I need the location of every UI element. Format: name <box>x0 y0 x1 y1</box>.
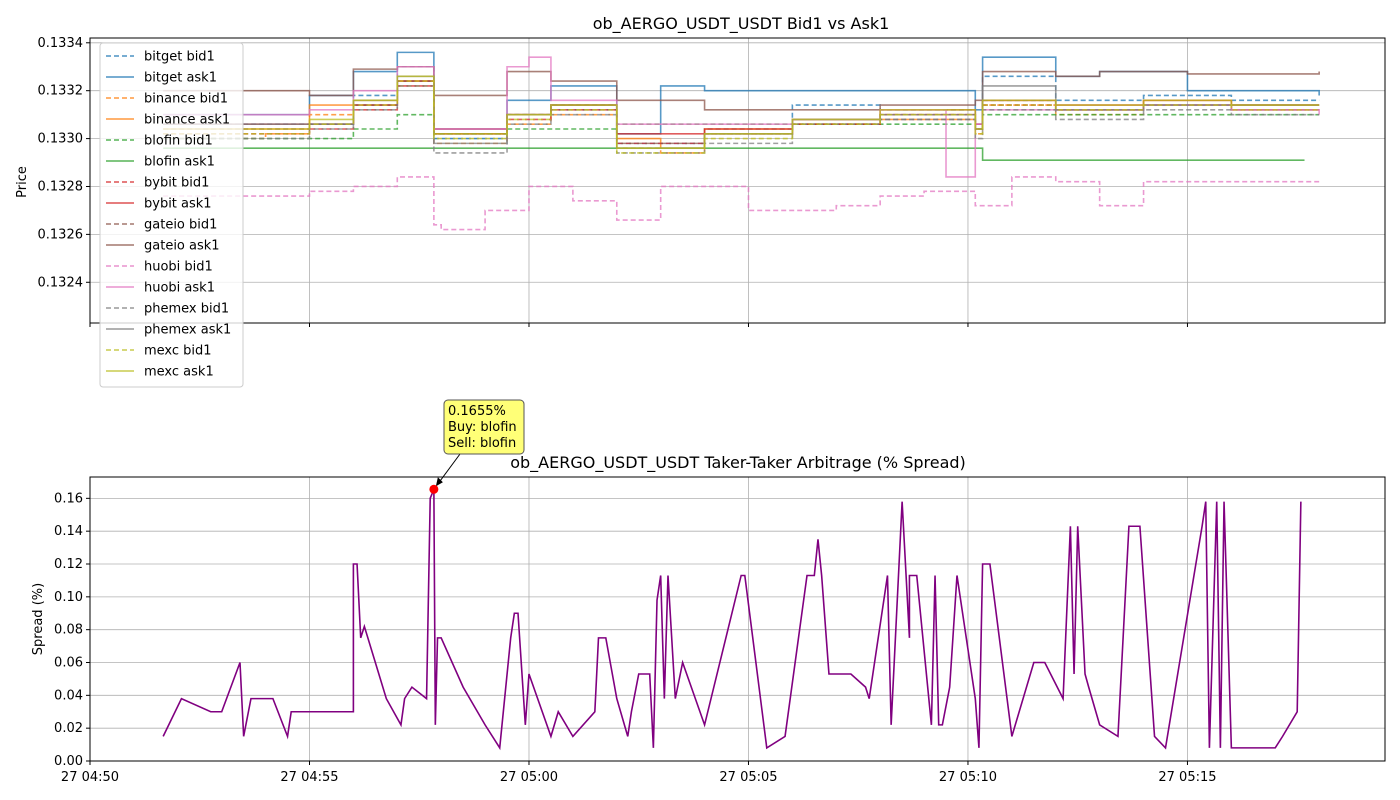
spread-line <box>162 489 1302 751</box>
spread-x-tick-label: 27 04:50 <box>61 770 119 785</box>
spread-y-label: Spread (%) <box>31 583 46 655</box>
price-y-tick-label: 0.1328 <box>38 179 84 194</box>
legend-label: huobi ask1 <box>144 281 215 296</box>
price-line-phemex-bid1 <box>163 85 1320 154</box>
spread-x-tick-label: 27 04:55 <box>280 770 338 785</box>
price-y-tick-label: 0.1326 <box>38 227 84 242</box>
spread-x-tick-label: 27 05:05 <box>719 770 777 785</box>
annotation-arrowhead <box>435 477 443 487</box>
legend-box <box>99 42 244 388</box>
price-plot-frame <box>89 37 1386 324</box>
price-line-gateio-ask1 <box>163 65 1320 111</box>
annotation-box <box>443 399 525 455</box>
spread-chart-title: ob_AERGO_USDT_USDT Taker-Taker Arbitrage… <box>510 453 966 473</box>
legend-label: phemex ask1 <box>144 323 231 338</box>
spread-x-tick-label: 27 05:00 <box>500 770 558 785</box>
spread-y-ticks: 0.00 0.02 0.04 0.06 0.08 0.10 0.12 0.14 0.16 <box>54 491 90 769</box>
legend-label: binance bid1 <box>144 92 228 107</box>
spread-x-ticks: 27 04:50 27 04:55 27 05:00 27 05:05 27 05:10… <box>61 761 1217 785</box>
price-chart-title: ob_AERGO_USDT_USDT Bid1 vs Ask1 <box>593 14 890 34</box>
spread-x-tick-label: 27 05:15 <box>1158 770 1216 785</box>
price-line-bitget-ask1 <box>163 51 1320 135</box>
annotation-text: 0.1655% <box>448 404 506 419</box>
legend-label: blofin ask1 <box>144 155 215 170</box>
legend-label: bitget ask1 <box>144 71 217 86</box>
spread-x-tick-label: 27 05:10 <box>939 770 997 785</box>
legend-label: phemex bid1 <box>144 302 229 317</box>
legend-label: bybit bid1 <box>144 176 209 191</box>
spread-y-tick-label: 0.10 <box>54 590 83 605</box>
annotation-arrow <box>436 453 461 486</box>
price-line-phemex-ask1 <box>163 75 1320 149</box>
legend-label: bybit ask1 <box>144 197 212 212</box>
max-spread-marker <box>429 484 439 494</box>
legend-label: binance ask1 <box>144 113 230 128</box>
spread-plot-frame <box>89 476 1386 762</box>
price-y-tick-label: 0.1324 <box>38 275 84 290</box>
price-line-bybit-bid1 <box>163 85 1320 145</box>
price-line-mexc-bid1 <box>163 80 1320 154</box>
price-line-blofin-bid1 <box>163 113 1320 140</box>
price-x-ticks <box>89 323 1188 327</box>
price-grid <box>89 38 1385 323</box>
legend-label: mexc bid1 <box>144 344 212 359</box>
spread-y-tick-label: 0.08 <box>54 623 83 638</box>
annotation-text: Sell: blofin <box>448 436 516 451</box>
spread-y-tick-label: 0.16 <box>54 491 83 506</box>
price-line-mexc-ask1 <box>163 75 1320 149</box>
price-y-tick-label: 0.1332 <box>38 84 84 99</box>
annotation-text: Buy: blofin <box>448 420 517 435</box>
legend-label: bitget bid1 <box>144 50 215 65</box>
legend-label: huobi bid1 <box>144 260 213 275</box>
price-y-label: Price <box>15 166 30 198</box>
legend-label: blofin bid1 <box>144 134 213 149</box>
spread-y-tick-label: 0.14 <box>54 524 83 539</box>
price-y-tick-label: 0.1330 <box>38 132 84 147</box>
price-line-bybit-ask1 <box>163 80 1320 135</box>
legend-label: mexc ask1 <box>144 365 214 380</box>
spread-chart: ob_AERGO_USDT_USDT Taker-Taker Arbitrage… <box>31 399 1386 785</box>
price-line-blofin-ask1 <box>163 147 1305 161</box>
price-series-lines <box>163 51 1320 231</box>
price-line-huobi-bid1 <box>163 176 1320 231</box>
price-line-huobi-ask1 <box>163 56 1320 178</box>
price-chart: ob_AERGO_USDT_USDT Bid1 vs Ask1 0.13240.… <box>15 14 1386 388</box>
spread-y-tick-label: 0.06 <box>54 656 83 671</box>
spread-y-tick-label: 0.12 <box>54 557 83 572</box>
spread-y-tick-label: 0.04 <box>54 688 83 703</box>
legend-label: gateio ask1 <box>144 239 220 254</box>
price-y-ticks: 0.1324 0.1326 0.1328 0.1330 0.1332 0.1334 <box>38 36 90 290</box>
price-legend: bitget bid1 bitget ask1 binance bid1 binanc… <box>99 42 244 388</box>
price-y-tick-label: 0.1334 <box>38 36 84 51</box>
legend-label: gateio bid1 <box>144 218 217 233</box>
spread-y-tick-label: 0.02 <box>54 721 83 736</box>
spread-grid <box>89 477 1385 762</box>
spread-y-tick-label: 0.00 <box>54 754 83 769</box>
spread-series-line <box>162 489 1302 751</box>
